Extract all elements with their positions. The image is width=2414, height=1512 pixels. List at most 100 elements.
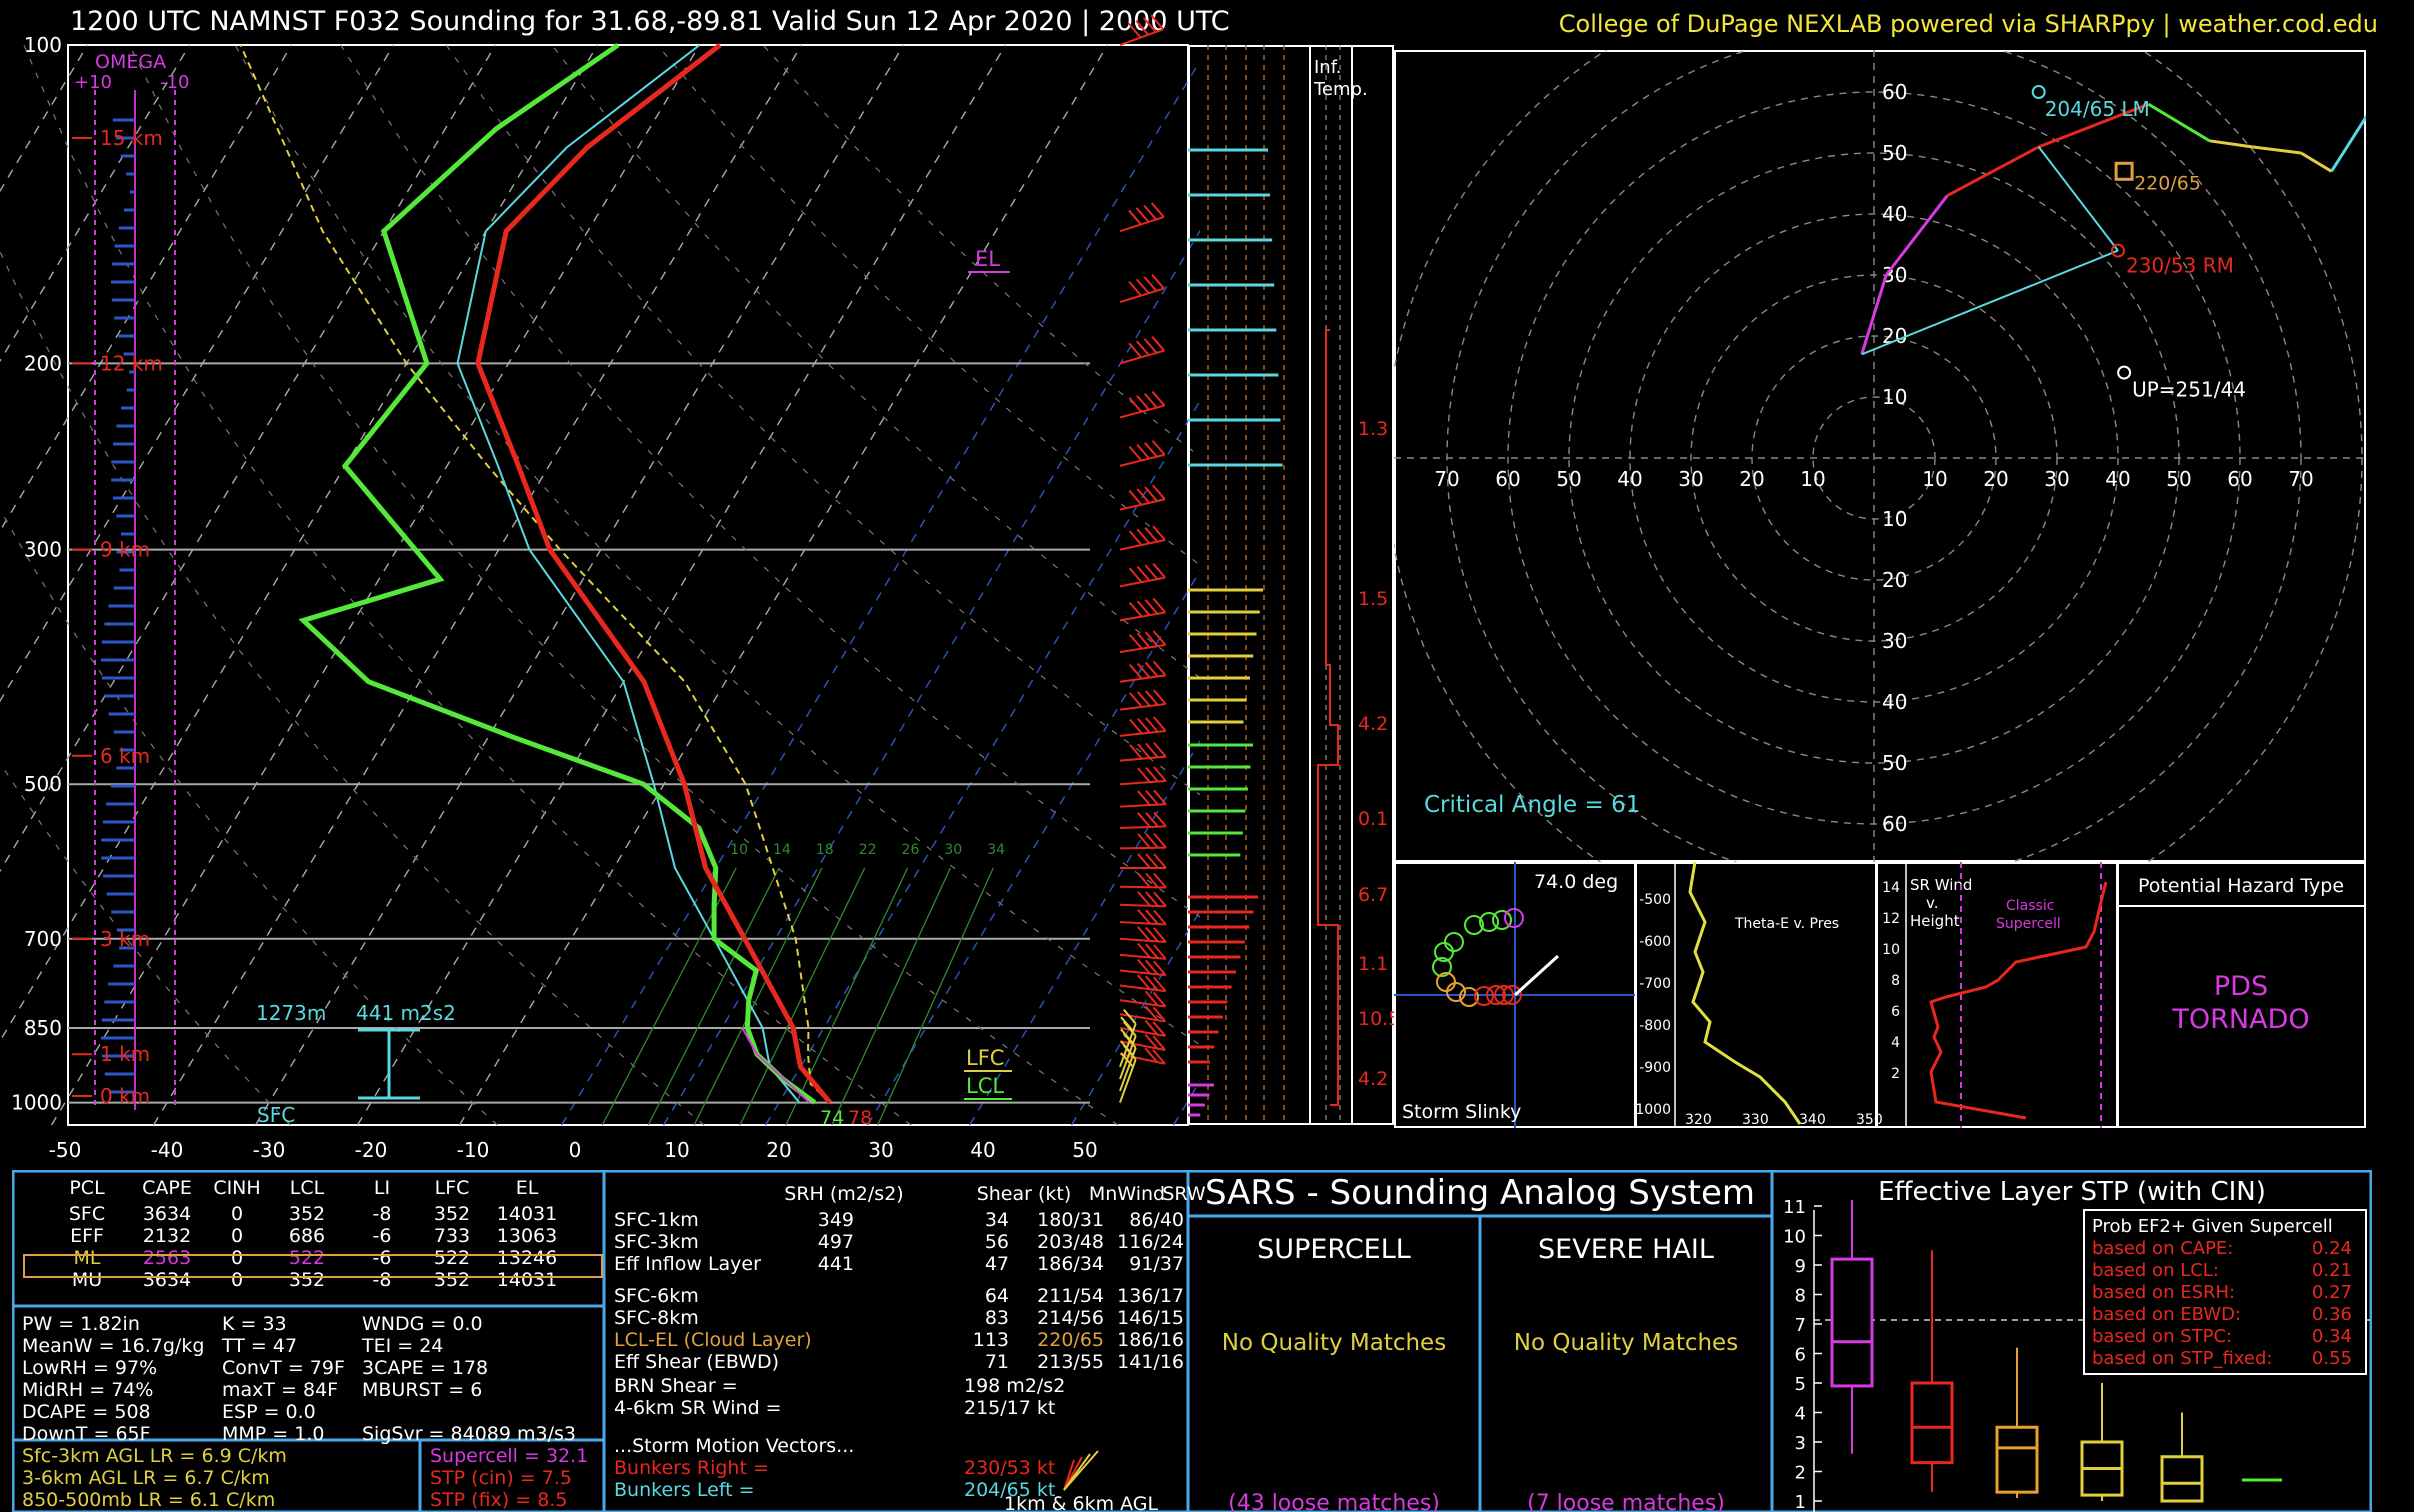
mixing-ratio-label: 26	[902, 842, 920, 858]
lapse-rate: Sfc-3km AGL LR = 6.9 C/km	[22, 1445, 287, 1467]
wind-barb-flag	[1145, 717, 1159, 733]
wind-barb-flag	[1143, 392, 1158, 409]
kin-cell: 56	[985, 1231, 1009, 1253]
wind-barb-flag	[1153, 891, 1167, 907]
parcel-header: LI	[374, 1177, 390, 1199]
wind-barb-flag	[1143, 338, 1158, 354]
pressure-tick: 100	[24, 33, 62, 57]
infl-label: 4.2	[1358, 1068, 1388, 1090]
wind-barb-flag	[1145, 926, 1159, 943]
wind-barb-flag	[1144, 1019, 1159, 1036]
isotherm	[0, 44, 395, 703]
wind-barb-flag	[1152, 1049, 1166, 1065]
parcel-cell: 2132	[143, 1225, 191, 1247]
temperature-tick: -50	[49, 1138, 82, 1162]
wind-barb	[1119, 780, 1166, 786]
wind-barb	[1119, 287, 1165, 303]
prob-label: based on EBWD:	[2092, 1304, 2241, 1325]
hodo-ring-label: 10	[1882, 385, 1907, 409]
omega-tick-minus: -10	[160, 72, 189, 93]
wind-barb-flag	[1137, 718, 1151, 734]
parcel-cell: -8	[373, 1269, 392, 1291]
wind-barb-flag	[1135, 20, 1149, 36]
hodo-ring-label: 30	[2044, 467, 2069, 491]
hodo-segment	[2147, 102, 2211, 143]
temperature-tick: 40	[970, 1138, 995, 1162]
kin-cell: 349	[818, 1209, 854, 1231]
parcel-header: LFC	[435, 1177, 470, 1199]
wind-barb-flag	[1145, 742, 1159, 759]
inset-panels: 74.0 deg Storm Slinky -500 -600 -700 -800 -9…	[1394, 862, 2366, 1128]
parcel-cell: SFC	[69, 1203, 105, 1225]
kin-cell: 34	[985, 1209, 1009, 1231]
wind-barb-flag	[1151, 390, 1166, 407]
wind-barb-flag	[1152, 562, 1166, 579]
infl-title-a: Inf.	[1314, 57, 1341, 78]
kin-cell: 136/17	[1117, 1285, 1184, 1307]
height-label: 12 km	[100, 351, 163, 375]
height-label: 1 km	[100, 1042, 150, 1066]
pressure-tick: 500	[24, 772, 62, 796]
composite-index: STP (cin) = 7.5	[430, 1467, 572, 1489]
theta-y-tick: -700	[1639, 976, 1671, 992]
srw-y-tick: 4	[1891, 1035, 1900, 1051]
wind-barb-flag	[1152, 660, 1167, 676]
infl-label: 0.1	[1358, 808, 1388, 830]
wind-barb-flag	[1145, 959, 1159, 976]
sars-match1: No Quality Matches	[1222, 1330, 1446, 1356]
wind-barb-flag	[1127, 22, 1142, 39]
wind-barb-flag	[1151, 440, 1166, 456]
temperature-tick: 20	[766, 1138, 791, 1162]
slinky-circle	[1436, 972, 1456, 992]
slinky-circle	[1494, 985, 1514, 1005]
wind-barb-flag	[1150, 202, 1165, 218]
mixing-ratio-line	[877, 867, 994, 1126]
wind-barb	[1119, 1026, 1166, 1037]
dry-adiabat	[0, 508, 498, 1126]
wind-barb-flag	[1136, 488, 1150, 504]
wind-barb-flag	[1144, 631, 1159, 647]
wind-barb-flag	[1144, 599, 1159, 615]
wind-barb-flag	[1144, 1047, 1158, 1063]
parcel-cell: 14031	[497, 1269, 557, 1291]
kin-header: MnWind	[1089, 1183, 1165, 1205]
prob-title: Prob EF2+ Given Supercell	[2092, 1216, 2333, 1237]
hodo-ring-label: 60	[1882, 812, 1907, 836]
sars-loose1: (43 loose matches)	[1228, 1491, 1440, 1512]
wind-barb-flag	[1144, 486, 1158, 502]
wind-barb-flag	[1128, 280, 1142, 297]
index-value: MBURST = 6	[362, 1379, 482, 1401]
kin-cell: 86/40	[1129, 1209, 1184, 1231]
height-label: 3 km	[100, 927, 150, 951]
wind-barb-flag	[1136, 443, 1150, 460]
stp-y-tick: 9	[1795, 1256, 1806, 1277]
hodo-ring-label: 50	[1882, 751, 1907, 775]
kin-cell: 113	[973, 1329, 1009, 1351]
stp-y-tick: 10	[1783, 1227, 1806, 1248]
parcel-cell: 352	[434, 1203, 470, 1225]
temperature-tick: -30	[253, 1138, 286, 1162]
hodo-ring-label: 60	[2227, 467, 2252, 491]
wind-barb-flag	[1153, 766, 1167, 782]
parcel-cell: 0	[231, 1247, 243, 1269]
wind-barb-flag	[1136, 565, 1151, 582]
wind-barb	[1119, 1013, 1166, 1023]
slinky-circle	[1474, 986, 1494, 1006]
mixing-ratio-line	[831, 867, 951, 1126]
skewt-profiles	[239, 42, 832, 1105]
wind-barb	[1119, 953, 1166, 960]
stp-y-tick: 5	[1795, 1374, 1806, 1395]
lm-marker	[2031, 85, 2046, 99]
wind-barb-flag	[1128, 209, 1142, 226]
wind-barb	[1119, 576, 1166, 588]
stp-panel: Effective Layer STP (with CIN) 11 10 9 8 7 6 5…	[1783, 1177, 2372, 1512]
kin-cell: 186/34	[1037, 1253, 1104, 1275]
index-value: DownT = 65F	[22, 1423, 151, 1445]
sfc-label: SFC	[257, 1103, 295, 1127]
wind-barb-flag	[1151, 273, 1165, 290]
isotherm	[0, 44, 599, 1043]
parcel-cell: 352	[434, 1269, 470, 1291]
hodo-ring	[1394, 50, 2363, 862]
